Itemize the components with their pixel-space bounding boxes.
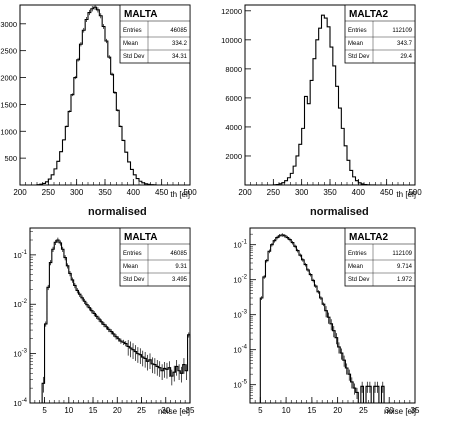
panel-title-right: normalised [310,206,369,218]
x-tick-label: 30 [385,406,394,415]
y-tick-label: 2000 [225,152,242,161]
x-tick-label: 200 [238,188,252,197]
stats-value: 1.972 [397,277,413,283]
x-tick-label: 450 [380,188,394,197]
histogram-step-line [36,6,157,186]
x-tick-label: 350 [323,188,337,197]
y-tick-label: 2500 [0,47,17,56]
x-axis-label: noise [el] [384,407,416,416]
x-axis-label: th [el] [396,190,416,199]
stats-value: 112109 [392,28,412,34]
x-tick-label: 35 [411,406,420,415]
stats-box: MALTA Entries 46085 Mean 334.2 Std Dev 34.31 [119,4,191,64]
x-tick-label: 400 [352,188,366,197]
x-tick-label: 200 [13,188,27,197]
x-tick-label: 5 [42,406,47,415]
stats-value: 46085 [170,251,187,257]
x-tick-label: 20 [113,406,122,415]
x-tick-label: 250 [42,188,56,197]
stats-key: Mean [348,264,363,270]
stats-key: Mean [123,41,138,47]
y-tick-label: 10-2 [233,275,247,285]
x-tick-label: 300 [70,188,84,197]
histogram-step-line [272,14,376,186]
stats-box: MALTA2 Entries 112109 Mean 343.7 Std Dev 29.4 [344,4,416,64]
stats-title: MALTA2 [349,9,389,20]
y-tick-label: 10-4 [233,345,247,355]
stats-value: 9.31 [175,264,187,270]
x-tick-label: 30 [161,406,170,415]
x-tick-label: 250 [267,188,281,197]
x-tick-label: 500 [183,188,197,197]
y-tick-label: 10-1 [233,240,247,250]
x-tick-label: 350 [98,188,112,197]
x-tick-label: 25 [137,406,146,415]
stats-value: 3.495 [172,277,188,283]
stats-value: 343.7 [397,41,413,47]
x-axis-label: noise [el] [158,407,190,416]
stats-key: Entries [348,251,367,257]
y-tick-label: 10000 [221,36,242,45]
stats-value: 29.4 [400,54,412,60]
stats-key: Std Dev [123,54,144,60]
x-tick-label: 10 [282,406,291,415]
x-tick-label: 15 [89,406,98,415]
x-axis-label: th [el] [170,190,190,199]
x-tick-label: 450 [155,188,169,197]
x-tick-label: 25 [359,406,368,415]
y-tick-label: 12000 [221,7,242,16]
stats-key: Entries [123,251,142,257]
y-tick-label: 10-4 [13,398,27,408]
y-tick-label: 10-1 [13,250,27,260]
stats-key: Std Dev [348,54,369,60]
x-tick-label: 10 [64,406,73,415]
stats-title: MALTA [124,9,158,20]
stats-box: MALTA Entries 46085 Mean 9.31 Std Dev 3.495 [119,227,191,287]
panel-title-left: normalised [88,206,147,218]
stats-key: Std Dev [348,277,369,283]
y-tick-label: 10-5 [233,380,247,390]
stats-key: Std Dev [123,277,144,283]
x-tick-label: 35 [186,406,195,415]
plot-frame [29,227,191,404]
stats-value: 9.714 [397,264,413,270]
y-tick-label: 2000 [0,74,17,83]
stats-value: 34.31 [172,54,188,60]
stats-key: Entries [123,28,142,34]
stats-value: 112109 [392,251,412,257]
x-tick-label: 5 [258,406,263,415]
x-tick-label: 500 [408,188,422,197]
y-tick-label: 1500 [0,100,17,109]
y-tick-label: 10-3 [233,310,247,320]
y-tick-label: 500 [4,154,17,163]
stats-key: Entries [348,28,367,34]
x-tick-label: 20 [333,406,342,415]
stats-box: MALTA2 Entries 112109 Mean 9.714 Std Dev 1.972 [344,227,416,287]
y-tick-label: 1000 [0,127,17,136]
x-tick-label: 300 [295,188,309,197]
x-tick-label: 400 [127,188,141,197]
stats-title: MALTA2 [349,232,389,243]
stats-key: Mean [348,41,363,47]
x-tick-label: 15 [307,406,316,415]
y-tick-label: 10-3 [13,349,27,359]
y-tick-label: 4000 [225,123,242,132]
stats-value: 46085 [170,28,187,34]
y-tick-label: 6000 [225,94,242,103]
y-tick-label: 8000 [225,65,242,74]
stats-title: MALTA [124,232,158,243]
stats-key: Mean [123,264,138,270]
y-tick-label: 10-2 [13,299,27,309]
y-tick-label: 3000 [0,20,17,29]
stats-value: 334.2 [172,41,188,47]
